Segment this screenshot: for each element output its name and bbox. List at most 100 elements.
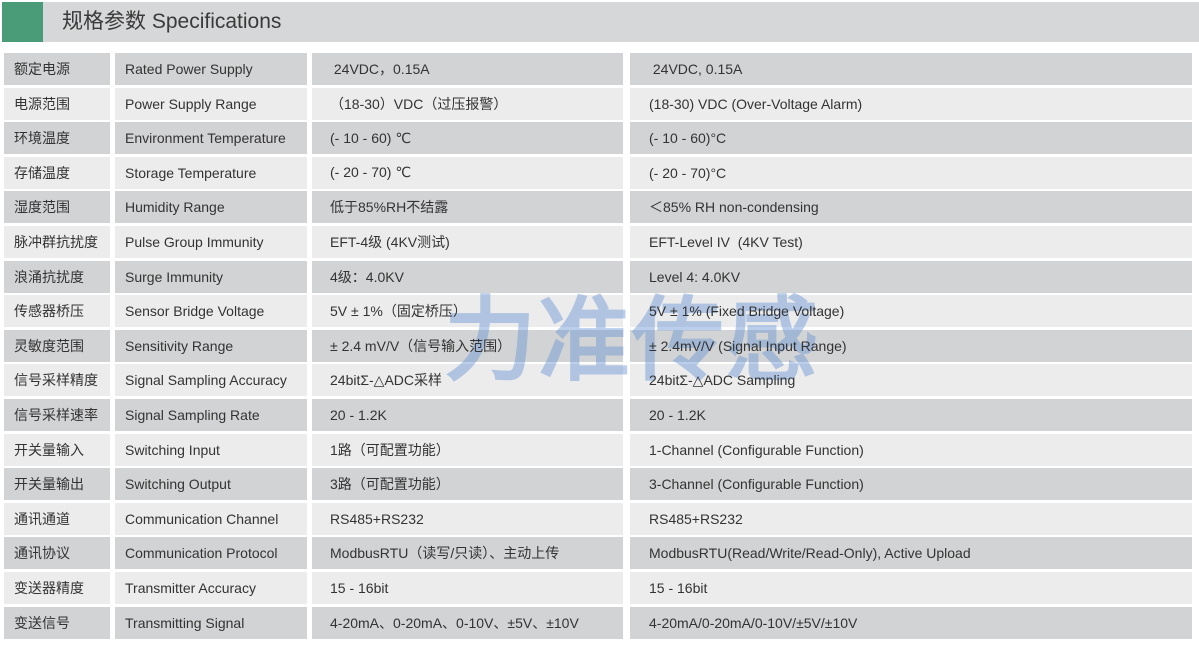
param-value-en: ModbusRTU(Read/Write/Read-Only), Active … <box>649 545 971 562</box>
param-value-en-cell: 15 - 16bit <box>630 571 1192 604</box>
param-value-zh-cell: 4-20mA、0-20mA、0-10V、±5V、±10V <box>312 606 623 639</box>
param-value-zh: RS485+RS232 <box>330 510 424 527</box>
param-name-en-cell: Transmitter Accuracy <box>115 571 307 604</box>
param-value-zh-cell: (- 20 - 70) ℃ <box>312 156 623 189</box>
param-value-en-cell: (18-30) VDC (Over-Voltage Alarm) <box>630 87 1192 120</box>
param-value-en: EFT-Level IV (4KV Test) <box>649 233 803 250</box>
param-value-en: (- 20 - 70)°C <box>649 164 727 181</box>
param-name-en: Transmitter Accuracy <box>125 579 256 596</box>
param-name-en-cell: Environment Temperature <box>115 122 307 155</box>
param-name-zh: 环境温度 <box>14 130 70 147</box>
param-name-en-cell: Power Supply Range <box>115 87 307 120</box>
param-name-zh-cell: 存储温度 <box>4 156 110 189</box>
param-name-zh: 变送器精度 <box>14 579 84 596</box>
param-value-en-cell: RS485+RS232 <box>630 502 1192 535</box>
param-name-zh: 信号采样精度 <box>14 372 98 389</box>
param-name-en: Environment Temperature <box>125 130 286 147</box>
param-value-zh-cell: （18-30）VDC（过压报警） <box>312 87 623 120</box>
param-name-en: Sensitivity Range <box>125 337 234 354</box>
param-value-en-cell: ＜85% RH non-condensing <box>630 191 1192 224</box>
param-value-en: 15 - 16bit <box>649 579 708 596</box>
param-value-en-cell: (- 10 - 60)°C <box>630 122 1192 155</box>
param-name-en: Storage Temperature <box>125 164 257 181</box>
table-row: 开关量输出 Switching Output 3路（可配置功能） 3-Channel … <box>4 468 1192 501</box>
param-name-zh: 额定电源 <box>14 61 70 77</box>
param-value-zh-cell: 5V ± 1%（固定桥压） <box>312 295 623 328</box>
param-name-zh: 电源范围 <box>14 95 70 112</box>
param-value-en-cell: ModbusRTU(Read/Write/Read-Only), Active … <box>630 537 1192 570</box>
param-value-en: 24bitΣ-△ADC Sampling <box>649 371 796 388</box>
param-name-en-cell: Transmitting Signal <box>115 606 307 639</box>
param-name-en-cell: Communication Channel <box>115 502 307 535</box>
table-row: 脉冲群抗扰度 Pulse Group Immunity EFT-4级 (4KV测试)… <box>4 225 1192 258</box>
table-row: 变送信号 Transmitting Signal 4-20mA、0-20mA、0-1… <box>4 606 1192 639</box>
param-name-zh: 信号采样速率 <box>14 406 98 423</box>
param-value-zh: (- 20 - 70) ℃ <box>330 164 412 181</box>
param-name-en: Rated Power Supply <box>125 61 253 77</box>
param-value-en-cell: EFT-Level IV (4KV Test) <box>630 225 1192 258</box>
param-name-zh-cell: 传感器桥压 <box>4 295 110 328</box>
param-name-zh-cell: 额定电源 <box>4 53 110 85</box>
param-name-zh-cell: 通讯协议 <box>4 537 110 570</box>
param-value-zh: EFT-4级 (4KV测试) <box>330 233 450 250</box>
param-name-en-cell: Sensitivity Range <box>115 329 307 362</box>
param-value-en: 20 - 1.2K <box>649 406 706 423</box>
param-value-zh: 24VDC，0.15A <box>330 61 430 77</box>
param-value-zh-cell: ModbusRTU（读写/只读）、主动上传 <box>312 537 623 570</box>
param-name-en: Surge Immunity <box>125 268 224 285</box>
param-name-en: Signal Sampling Rate <box>125 406 260 423</box>
param-name-zh: 变送信号 <box>14 614 70 631</box>
param-value-zh-cell: 1路（可配置功能） <box>312 433 623 466</box>
section-header-bar <box>2 2 1199 42</box>
param-name-zh: 脉冲群抗扰度 <box>14 233 98 250</box>
param-name-zh-cell: 灵敏度范围 <box>4 329 110 362</box>
param-value-zh: 1路（可配置功能） <box>330 441 450 458</box>
param-name-en: Signal Sampling Accuracy <box>125 372 287 389</box>
param-name-en-cell: Switching Input <box>115 433 307 466</box>
param-value-en: (- 10 - 60)°C <box>649 130 727 147</box>
param-value-en: Level 4: 4.0KV <box>649 268 741 285</box>
table-row: 信号采样速率 Signal Sampling Rate 20 - 1.2K 20 - … <box>4 398 1192 431</box>
table-row: 开关量输入 Switching Input 1路（可配置功能） 1-Channel (… <box>4 433 1192 466</box>
param-name-en-cell: Signal Sampling Rate <box>115 398 307 431</box>
param-name-zh-cell: 环境温度 <box>4 122 110 155</box>
param-value-zh-cell: 20 - 1.2K <box>312 398 623 431</box>
section-marker-icon <box>2 2 43 42</box>
param-name-zh: 开关量输出 <box>14 476 84 493</box>
table-row: 电源范围 Power Supply Range （18-30）VDC（过压报警） (1… <box>4 87 1192 120</box>
param-value-zh: 3路（可配置功能） <box>330 476 450 493</box>
param-value-zh-cell: 24VDC，0.15A <box>312 53 623 85</box>
table-row: 信号采样精度 Signal Sampling Accuracy 24bitΣ-△AD… <box>4 364 1192 397</box>
param-name-en-cell: Storage Temperature <box>115 156 307 189</box>
param-name-zh: 湿度范围 <box>14 199 70 216</box>
param-value-zh: （18-30）VDC（过压报警） <box>330 95 508 112</box>
param-name-zh-cell: 开关量输入 <box>4 433 110 466</box>
param-name-zh-cell: 变送器精度 <box>4 571 110 604</box>
param-value-en: 1-Channel (Configurable Function) <box>649 441 864 458</box>
param-name-en-cell: Rated Power Supply <box>115 53 307 85</box>
param-name-en: Pulse Group Immunity <box>125 233 264 250</box>
table-row: 浪涌抗扰度 Surge Immunity 4级：4.0KV Level 4: 4.0K… <box>4 260 1192 293</box>
table-row: 湿度范围 Humidity Range 低于85%RH不结露 ＜85% RH non-… <box>4 191 1192 224</box>
param-name-en: Power Supply Range <box>125 95 257 112</box>
param-value-zh: ± 2.4 mV/V（信号输入范围） <box>330 337 512 354</box>
table-row: 灵敏度范围 Sensitivity Range ± 2.4 mV/V（信号输入范围）… <box>4 329 1192 362</box>
param-name-en-cell: Switching Output <box>115 468 307 501</box>
page-title: 规格参数 Specifications <box>62 10 282 33</box>
param-name-en: Switching Output <box>125 476 231 493</box>
param-value-en-cell: Level 4: 4.0KV <box>630 260 1192 293</box>
table-row: 通讯协议 Communication Protocol ModbusRTU（读写/只… <box>4 537 1192 570</box>
param-value-en: ± 2.4mV/V (Signal Input Range) <box>649 337 847 354</box>
param-name-en-cell: Humidity Range <box>115 191 307 224</box>
param-name-zh-cell: 信号采样精度 <box>4 364 110 397</box>
param-value-en: 24VDC, 0.15A <box>649 61 743 77</box>
param-name-zh-cell: 信号采样速率 <box>4 398 110 431</box>
param-name-zh: 开关量输入 <box>14 441 84 458</box>
param-name-en-cell: Surge Immunity <box>115 260 307 293</box>
param-name-zh: 通讯通道 <box>14 510 70 527</box>
param-name-zh: 灵敏度范围 <box>14 337 84 354</box>
param-name-en: Transmitting Signal <box>125 614 245 631</box>
table-row: 通讯通道 Communication Channel RS485+RS232 RS48… <box>4 502 1192 535</box>
param-value-zh-cell: RS485+RS232 <box>312 502 623 535</box>
